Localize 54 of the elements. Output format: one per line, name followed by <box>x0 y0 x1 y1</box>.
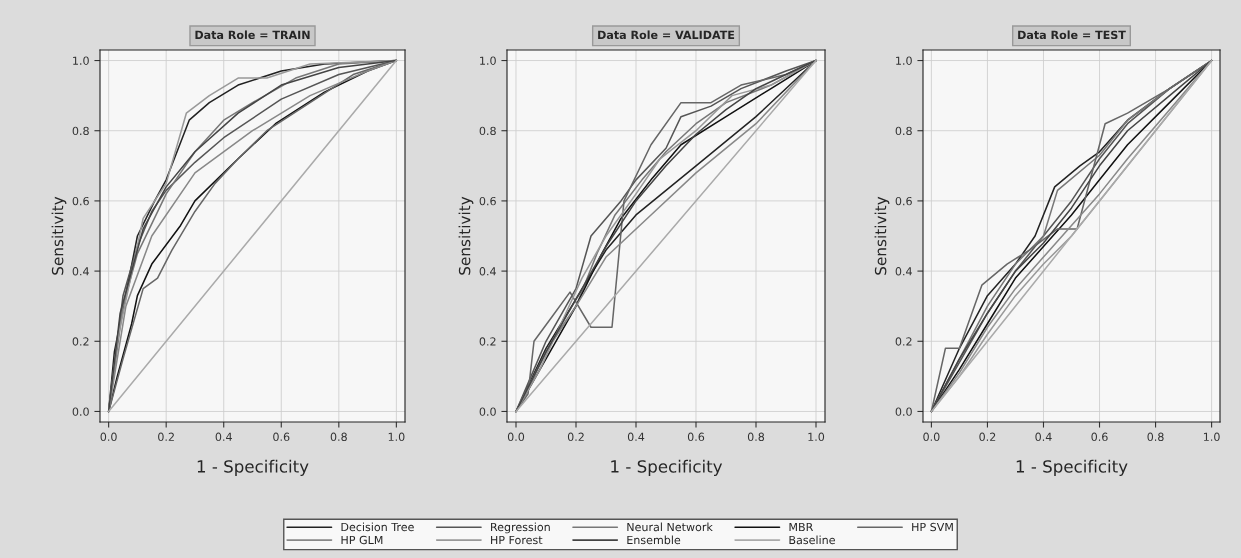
x-tick-label: 0.2 <box>979 432 996 442</box>
x-tick-label: 0.6 <box>273 432 290 442</box>
x-tick-label: 0.4 <box>627 432 645 442</box>
x-axis-title: 1 - Specificity <box>197 459 309 476</box>
x-tick-label: 0.0 <box>923 432 940 442</box>
y-axis-title: Sensitivity <box>874 196 890 275</box>
y-tick-label: 0.0 <box>479 407 496 416</box>
y-tick-label: 0.2 <box>895 337 912 346</box>
y-tick-label: 0.6 <box>895 196 912 206</box>
legend-label: HP Forest <box>491 535 543 545</box>
x-tick-label: 0.2 <box>567 432 584 442</box>
legend-label: HP SVM <box>912 522 953 532</box>
x-tick-label: 0.8 <box>747 432 765 442</box>
x-tick-label: 1.0 <box>1203 432 1220 442</box>
y-axis-title: Sensitivity <box>458 196 474 275</box>
x-tick-label: 0.4 <box>215 432 232 442</box>
legend-label: Regression <box>491 522 550 534</box>
y-tick-label: 0.6 <box>479 196 496 206</box>
chart-title: Data Role = VALIDATE <box>598 30 735 40</box>
y-tick-label: 0.2 <box>479 337 496 346</box>
y-tick-label: 0.4 <box>895 267 912 276</box>
y-axis-title: Sensitivity <box>51 196 67 275</box>
x-axis-title: 1 - Specificity <box>1016 459 1128 476</box>
x-tick-label: 1.0 <box>808 432 825 442</box>
y-tick-label: 0.6 <box>72 196 89 206</box>
x-tick-label: 0.8 <box>330 432 347 442</box>
legend-label: HP GLM <box>341 535 383 545</box>
y-tick-label: 0.8 <box>895 126 912 136</box>
y-tick-label: 0.4 <box>479 267 496 276</box>
x-tick-label: 0.0 <box>100 432 117 442</box>
y-tick-label: 0.8 <box>479 126 496 136</box>
legend-label: Decision Tree <box>341 522 414 532</box>
x-tick-label: 0.6 <box>1091 432 1108 442</box>
y-tick-label: 0.2 <box>72 337 89 346</box>
y-tick-label: 0.4 <box>72 267 89 276</box>
chart-title: Data Role = TEST <box>1018 30 1126 40</box>
legend-label: Neural Network <box>627 522 713 532</box>
x-tick-label: 0.8 <box>1147 432 1164 442</box>
x-axis-title: 1 - Specificity <box>611 459 723 476</box>
legend-label: Ensemble <box>627 535 681 545</box>
y-tick-label: 0.0 <box>72 407 89 416</box>
x-tick-label: 0.4 <box>1035 432 1052 442</box>
y-tick-label: 0.8 <box>72 126 89 136</box>
x-tick-label: 0.0 <box>507 432 525 442</box>
legend-label: Baseline <box>789 535 835 545</box>
chart-title: Data Role = TRAIN <box>195 30 310 40</box>
x-tick-label: 0.6 <box>687 432 705 442</box>
y-tick-label: 0.0 <box>895 407 912 416</box>
y-tick-label: 1.0 <box>480 56 496 65</box>
x-tick-label: 0.2 <box>158 432 174 442</box>
x-tick-label: 1.0 <box>388 432 405 442</box>
y-tick-label: 1.0 <box>73 56 89 65</box>
y-tick-label: 1.0 <box>896 56 912 65</box>
legend-label: MBR <box>789 522 814 532</box>
